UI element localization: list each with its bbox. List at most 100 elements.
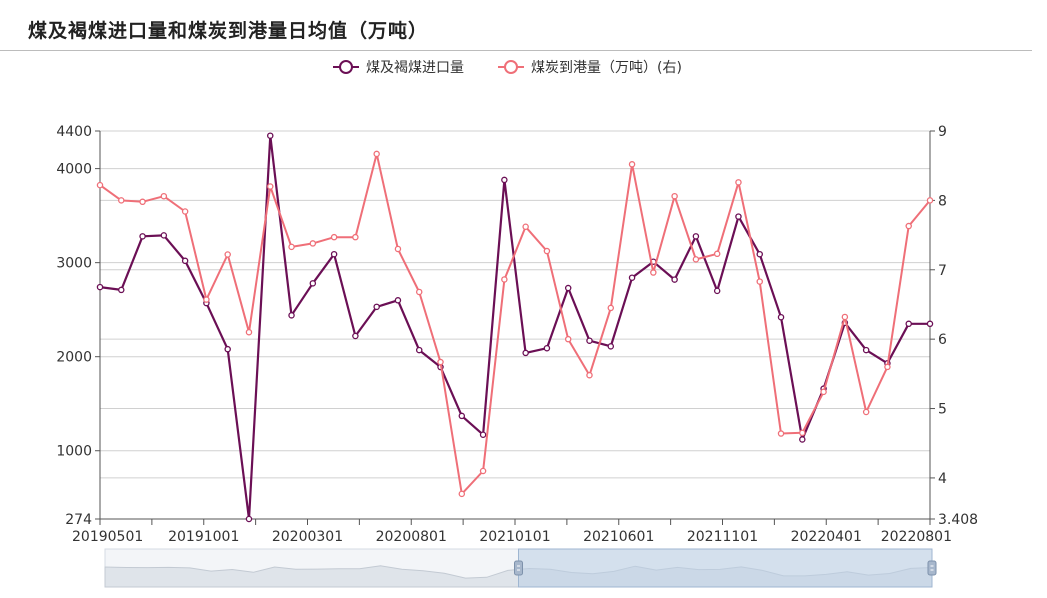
data-point [373, 303, 380, 311]
data-point [118, 197, 125, 204]
legend-item-1[interactable]: 煤及褐煤进口量 [333, 60, 464, 76]
data-point [799, 436, 806, 443]
data-point [267, 132, 274, 139]
zoom-handle-right[interactable] [927, 560, 937, 576]
data-point [458, 412, 466, 420]
zoom-selected-range [518, 548, 933, 588]
zoom-handle-left[interactable] [514, 560, 523, 576]
data-point [692, 233, 700, 240]
data-point [267, 183, 274, 190]
data-zoom-slider[interactable] [104, 548, 937, 588]
data-point [118, 286, 125, 294]
y-left-tick-label: 2000 [56, 350, 92, 366]
data-point [905, 222, 912, 230]
y-left-tick-label: 4400 [56, 124, 92, 140]
data-point [181, 208, 189, 215]
data-point [437, 358, 444, 366]
data-point [373, 150, 380, 158]
data-point [160, 192, 168, 200]
data-point [224, 345, 231, 353]
data-point [820, 388, 827, 396]
y-right-tick-label: 4 [938, 471, 947, 487]
data-point [245, 515, 253, 523]
data-point [415, 346, 423, 354]
y-right-tick-label: 7 [938, 263, 947, 279]
y-left-tick-label: 1000 [56, 444, 92, 460]
data-point [309, 240, 317, 247]
data-point [458, 490, 466, 498]
data-point [713, 287, 721, 295]
data-point [926, 320, 934, 328]
legend-label: 煤炭到港量（万吨）(右) [531, 60, 682, 76]
data-point [160, 232, 168, 239]
x-tick-label: 20200301 [272, 529, 343, 545]
y-right-tick-label: 6 [938, 332, 947, 348]
data-point [586, 371, 593, 379]
data-point [799, 429, 806, 437]
grid-layer [100, 130, 930, 520]
data-point [543, 344, 551, 352]
x-tick-label: 20191001 [168, 529, 239, 545]
legend[interactable]: 煤及褐煤进口量 煤炭到港量（万吨）(右) [333, 60, 682, 76]
data-point [501, 276, 508, 283]
series-1 [96, 132, 934, 523]
data-point [224, 251, 231, 258]
data-point [905, 320, 912, 328]
legend-item-2[interactable]: 煤炭到港量（万吨）(右) [498, 60, 682, 76]
series-2 [96, 150, 934, 498]
data-point [394, 297, 402, 304]
data-point [671, 192, 678, 200]
series-layer [96, 132, 934, 523]
data-point [756, 278, 763, 285]
legend-marker [339, 60, 353, 74]
y-right-tick-label: 3.408 [938, 512, 978, 528]
data-point [777, 313, 785, 321]
data-point [628, 161, 636, 168]
page-title: 煤及褐煤进口量和煤炭到港量日均值（万吨） [28, 20, 429, 42]
data-point [650, 269, 657, 276]
data-point [586, 337, 593, 344]
data-point [522, 349, 529, 357]
x-tick-label: 20220401 [791, 529, 862, 545]
data-point [564, 284, 572, 292]
data-point [139, 233, 146, 240]
data-point [862, 346, 870, 354]
x-tick-label: 20210601 [583, 529, 654, 545]
x-tick-label: 20190501 [72, 529, 143, 545]
data-point [628, 274, 636, 281]
x-tick-label: 20200801 [376, 529, 447, 545]
data-point [841, 313, 849, 321]
data-point [501, 176, 508, 184]
data-point [203, 296, 210, 303]
data-point [543, 247, 551, 255]
data-point [713, 250, 721, 258]
y-left-tick-label: 3000 [56, 256, 92, 272]
legend-label: 煤及褐煤进口量 [366, 60, 464, 76]
data-point [288, 243, 295, 251]
data-point [330, 233, 338, 241]
axis-layer: 274 1000 2000 3000 4000 4400 3.408 4 5 6 7 8 9 201905… [56, 124, 978, 545]
y-right-tick-label: 5 [938, 402, 947, 418]
legend-marker [504, 60, 518, 74]
data-point [522, 223, 529, 231]
data-point [96, 283, 104, 291]
data-point [862, 408, 870, 416]
data-point [352, 332, 359, 340]
series-line [99, 134, 930, 521]
data-point [756, 250, 763, 258]
data-point [245, 328, 253, 336]
data-point [479, 467, 487, 475]
data-point [352, 233, 359, 241]
data-point [415, 288, 423, 296]
data-point [607, 304, 615, 312]
data-point [309, 280, 317, 287]
data-point [671, 276, 678, 283]
data-point [564, 335, 572, 343]
y-left-tick-label: 4000 [56, 162, 92, 178]
data-point [884, 363, 891, 371]
data-point [181, 257, 189, 265]
data-point [330, 250, 338, 258]
series-line [99, 152, 931, 495]
data-point [479, 431, 487, 438]
